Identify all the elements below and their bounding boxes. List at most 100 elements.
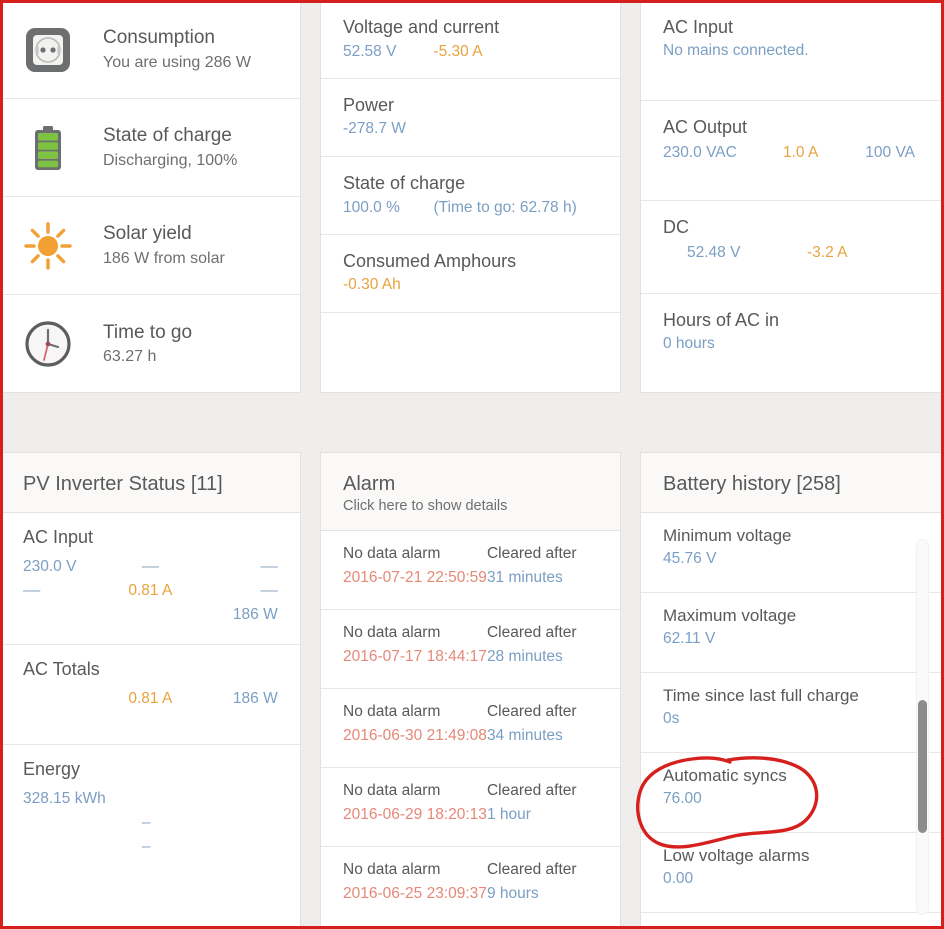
- history-row-time-since-last-full-charge: Time since last full charge 0s: [641, 673, 943, 753]
- alarm-duration: 1 hour: [486, 806, 531, 824]
- pv-row-ac-input: AC Input 230.0 V –– –– –– 0.81 A –– 186 …: [1, 513, 300, 645]
- power-value: -278.7 W: [343, 119, 406, 137]
- battery-row-consumed-amphours: Consumed Amphours -0.30 Ah: [321, 235, 620, 313]
- alarm-cleared-label: Cleared after: [486, 861, 577, 878]
- ac-output-voltage: 230.0 VAC: [663, 143, 737, 161]
- alarm-panel: Alarm Click here to show details No data…: [320, 452, 621, 929]
- row-value: 45.76 V: [663, 550, 717, 568]
- alarm-cleared-col: Cleared after 34 minutes: [487, 702, 615, 754]
- alarm-date: 2016-06-25 23:09:37: [343, 885, 487, 903]
- pv-spacer: [227, 835, 300, 859]
- pv-value-line: 230.0 V –– ––: [23, 555, 278, 579]
- soc-value: 100.0 %: [343, 198, 400, 216]
- row-value: 62.11 V: [663, 630, 716, 648]
- alarm-cleared-label: Cleared after: [486, 624, 577, 641]
- alarm-name: No data alarm: [343, 861, 441, 878]
- overview-panel: Consumption You are using 286 W State of…: [0, 0, 301, 393]
- pv-current: [108, 603, 193, 627]
- row-label: AC Output: [663, 117, 748, 137]
- alarm-row[interactable]: No data alarm 2016-07-21 22:50:59 Cleare…: [321, 531, 620, 610]
- row-value: 0s: [663, 710, 680, 728]
- panel-title: Battery history [258]: [663, 473, 841, 495]
- pv-voltage: [23, 687, 108, 711]
- battery-history-panel: Battery history [258] Minimum voltage 45…: [640, 452, 944, 929]
- alarm-panel-header[interactable]: Alarm Click here to show details: [321, 453, 620, 531]
- row-values: 328.15 kWh – –: [23, 787, 278, 859]
- alarm-duration: 34 minutes: [486, 727, 563, 745]
- overview-item-solar-yield[interactable]: Solar yield 186 W from solar: [1, 197, 300, 295]
- consumed-amphours-value: -0.30 Ah: [343, 275, 401, 293]
- pv-spacer: [108, 787, 193, 811]
- row-label: Consumed Amphours: [343, 251, 517, 271]
- overview-item-detail: 63.27 h: [103, 348, 157, 366]
- row-label: Time since last full charge: [663, 686, 859, 705]
- alarm-row[interactable]: No data alarm 2016-06-29 18:20:13 Cleare…: [321, 768, 620, 847]
- battery-row-voltage-current: Voltage and current 52.58 V -5.30 A: [321, 1, 620, 79]
- alarm-date: 2016-06-30 21:49:08: [343, 727, 487, 745]
- pv-energy: 328.15 kWh: [23, 789, 106, 807]
- pv-voltage: [23, 603, 108, 627]
- pv-value-line: 0.81 A 186 W: [23, 687, 278, 711]
- row-values: 52.48 V -3.2 A: [663, 244, 921, 262]
- soc-note: (Time to go: 62.78 h): [433, 198, 577, 216]
- pv-spacer: [193, 787, 282, 811]
- overview-item-title: State of charge: [103, 125, 232, 147]
- overview-item-detail: Discharging, 100%: [103, 151, 238, 169]
- row-values: 100.0 % (Time to go: 62.78 h): [343, 199, 598, 217]
- alarm-details-link[interactable]: Click here to show details: [343, 498, 508, 514]
- ac-output-power: 100 VA: [865, 143, 915, 161]
- pv-value-line: –: [23, 811, 278, 835]
- pv-power: ––: [260, 581, 278, 599]
- pv-current: ––: [141, 557, 159, 575]
- row-label: AC Input: [23, 527, 94, 547]
- row-label: Maximum voltage: [663, 606, 797, 625]
- alarm-row[interactable]: No data alarm 2016-06-25 23:09:37 Cleare…: [321, 847, 620, 926]
- row-value: 76.00: [663, 790, 702, 808]
- alarm-duration: 9 hours: [486, 885, 539, 903]
- overview-item-state-of-charge[interactable]: State of charge Discharging, 100%: [1, 99, 300, 197]
- inverter-row-hours-of-ac-in: Hours of AC in 0 hours: [641, 294, 943, 387]
- alarm-cleared-col: Cleared after 28 minutes: [487, 623, 615, 675]
- row-values: 230.0 V –– –– –– 0.81 A –– 186 W: [23, 555, 278, 627]
- row-values: 52.58 V -5.30 A: [343, 43, 598, 61]
- battery-icon: [19, 119, 77, 177]
- panel-title: PV Inverter Status [11]: [23, 473, 223, 495]
- pv-voltage: ––: [23, 581, 41, 599]
- ac-input-status: No mains connected.: [663, 41, 809, 59]
- alarm-cleared-label: Cleared after: [486, 545, 577, 562]
- row-label: AC Input: [663, 17, 734, 37]
- pv-row-ac-totals: AC Totals 0.81 A 186 W: [1, 645, 300, 745]
- overview-item-title: Solar yield: [103, 223, 192, 245]
- dc-current: -3.2 A: [807, 243, 848, 261]
- alarm-name-col: No data alarm 2016-07-17 18:44:17: [343, 623, 487, 675]
- alarm-name-col: No data alarm 2016-06-30 21:49:08: [343, 702, 487, 754]
- pv-current: 0.81 A: [128, 581, 173, 599]
- power-socket-icon: [19, 21, 77, 79]
- overview-item-text: State of charge Discharging, 100%: [103, 125, 237, 170]
- ac-output-current: 1.0 A: [783, 143, 819, 161]
- history-scrollbar-thumb[interactable]: [918, 700, 927, 833]
- voltage-value: 52.58 V: [343, 42, 397, 60]
- alarm-name-col: No data alarm 2016-06-25 23:09:37: [343, 860, 487, 913]
- alarm-row[interactable]: No data alarm 2016-07-17 18:44:17 Cleare…: [321, 610, 620, 689]
- row-values: 230.0 VAC 1.0 A 100 VA: [663, 144, 921, 162]
- inverter-row-dc: DC 52.48 V -3.2 A: [641, 201, 943, 294]
- row-label: Voltage and current: [343, 17, 500, 37]
- history-scrollbar-track[interactable]: [916, 539, 929, 915]
- alarm-cleared-col: Cleared after 31 minutes: [487, 544, 615, 596]
- sun-icon: [19, 217, 77, 275]
- panel-title: Alarm: [343, 473, 396, 495]
- alarm-name: No data alarm: [343, 703, 441, 720]
- dc-spacer: [882, 244, 921, 262]
- overview-item-detail: You are using 286 W: [103, 53, 251, 71]
- pv-inverter-status-panel: PV Inverter Status [11] AC Input 230.0 V…: [0, 452, 301, 929]
- row-label: Hours of AC in: [663, 310, 780, 330]
- alarm-name-col: No data alarm 2016-07-21 22:50:59: [343, 544, 487, 596]
- overview-item-consumption[interactable]: Consumption You are using 286 W: [1, 1, 300, 99]
- alarm-row[interactable]: No data alarm 2016-06-30 21:49:08 Cleare…: [321, 689, 620, 768]
- overview-item-text: Solar yield 186 W from solar: [103, 223, 225, 268]
- overview-item-text: Consumption You are using 286 W: [103, 27, 251, 72]
- pv-value-line: –: [23, 835, 278, 859]
- overview-item-time-to-go[interactable]: Time to go 63.27 h: [1, 295, 300, 392]
- alarm-name: No data alarm: [343, 782, 441, 799]
